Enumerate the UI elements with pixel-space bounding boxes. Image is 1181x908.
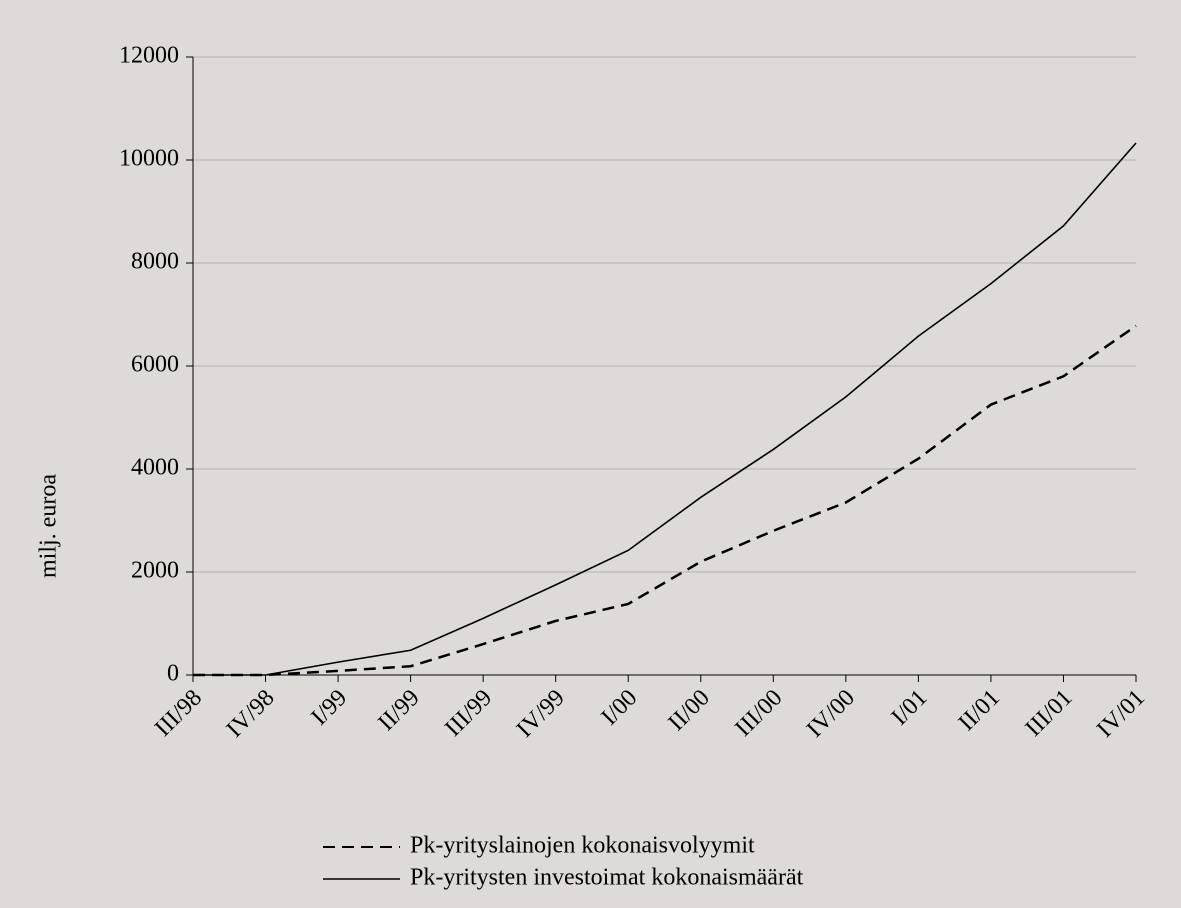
series-line bbox=[193, 324, 1137, 677]
y-tick-label: 4000 bbox=[131, 455, 179, 481]
y-tick-label: 2000 bbox=[131, 558, 179, 584]
y-tick-label: 6000 bbox=[131, 352, 179, 378]
y-tick-label: 0 bbox=[167, 661, 179, 687]
y-tick-label: 10000 bbox=[119, 146, 179, 172]
y-axis-label: milj. euroa bbox=[36, 474, 62, 578]
y-tick-label: 8000 bbox=[131, 249, 179, 275]
legend-label: Pk-yrityslainojen kokonaisvolyymit bbox=[410, 833, 755, 859]
y-tick-label: 12000 bbox=[119, 43, 179, 69]
legend-label: Pk-yritysten investoimat kokonaismäärät bbox=[410, 865, 804, 891]
series-line bbox=[193, 142, 1137, 676]
